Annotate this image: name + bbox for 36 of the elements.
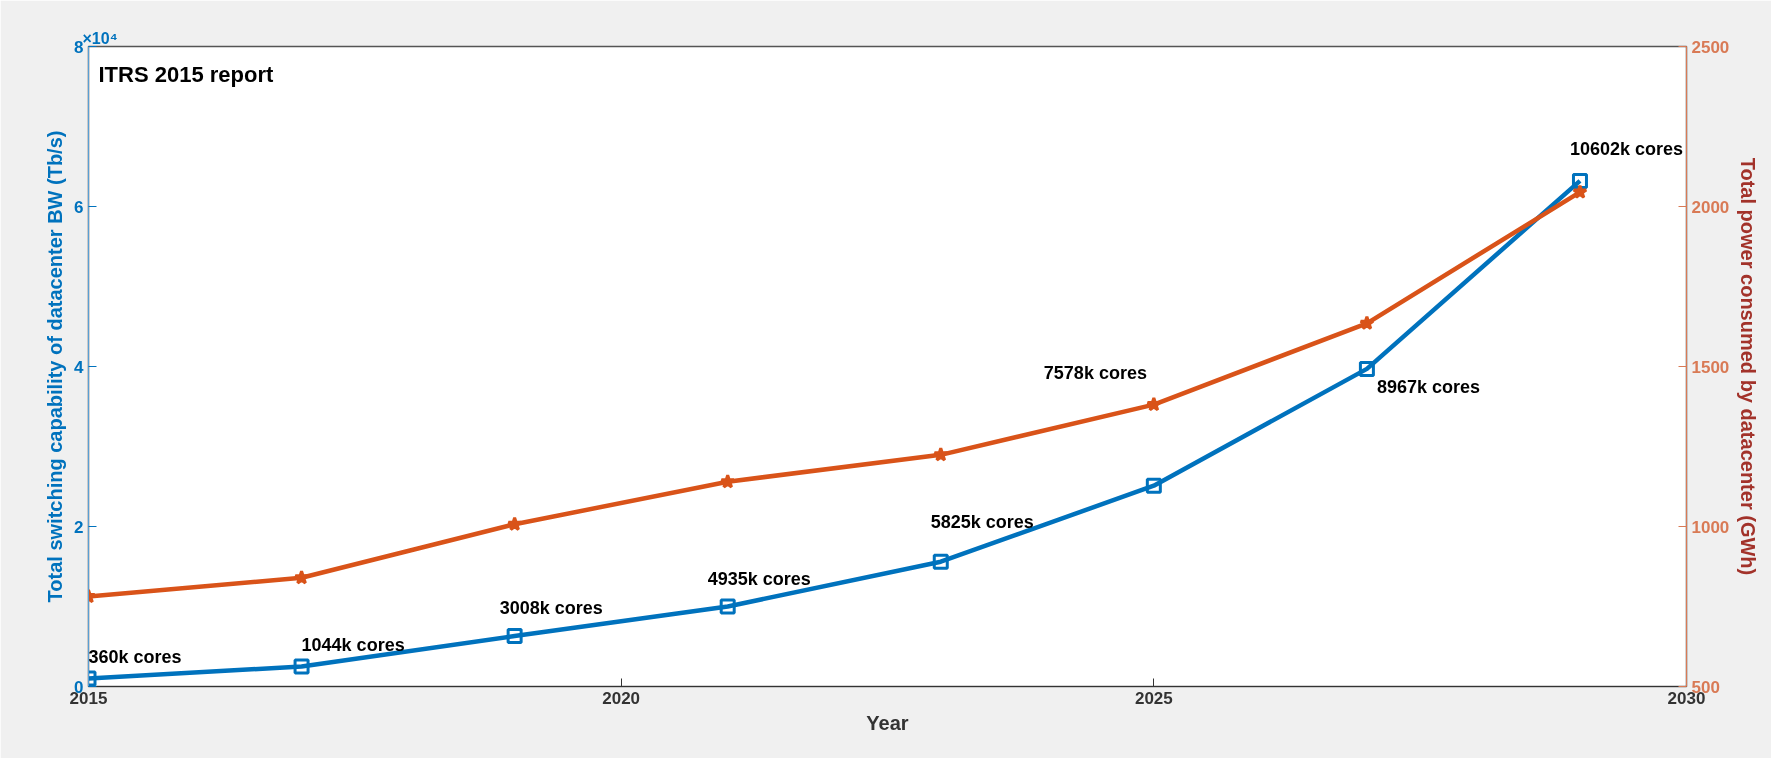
annotation: 7578k cores <box>1043 362 1147 383</box>
y2-tick-label: 1000 <box>1691 517 1730 537</box>
point <box>506 628 523 645</box>
point <box>720 473 736 489</box>
annotation: 4935k cores <box>707 568 811 589</box>
point <box>1145 477 1162 494</box>
point <box>1146 396 1162 412</box>
annotation: 10602k cores <box>1569 138 1684 159</box>
point <box>933 446 949 462</box>
annotation: 360k cores <box>88 646 182 667</box>
y-tick-label: 6 <box>74 197 84 217</box>
y2-tick-label: 2500 <box>1691 37 1730 57</box>
y2-tick-label: 2000 <box>1691 197 1730 217</box>
point <box>719 598 736 615</box>
annotation: 3008k cores <box>499 598 603 619</box>
point <box>1358 360 1375 377</box>
annotation: ×10⁴ <box>82 29 118 47</box>
y-axis-title: Total switching capability of datacenter BW (Tb/s) <box>44 130 67 603</box>
point <box>1571 172 1588 189</box>
annotation: 8967k cores <box>1376 376 1480 397</box>
y-tick-label: 2 <box>74 517 84 537</box>
text: ITRS 2015 report <box>98 61 275 87</box>
y2-axis-title: Total power consumed by datacenter (GWh) <box>1737 157 1760 576</box>
annotation: 1044k cores <box>301 634 405 655</box>
point <box>1572 184 1588 199</box>
y-tick-label: 4 <box>74 357 85 377</box>
x-tick-label: 2025 <box>1134 688 1173 708</box>
x-tick-label: 2020 <box>602 688 641 708</box>
point <box>293 658 310 675</box>
point <box>1359 315 1375 331</box>
y-tick-label: 8 <box>74 37 84 57</box>
annotation: 5825k cores <box>930 511 1034 532</box>
point <box>506 516 523 532</box>
y2-tick-label: 1500 <box>1691 357 1730 377</box>
point <box>932 553 949 570</box>
x-axis-title: Year <box>866 711 909 734</box>
